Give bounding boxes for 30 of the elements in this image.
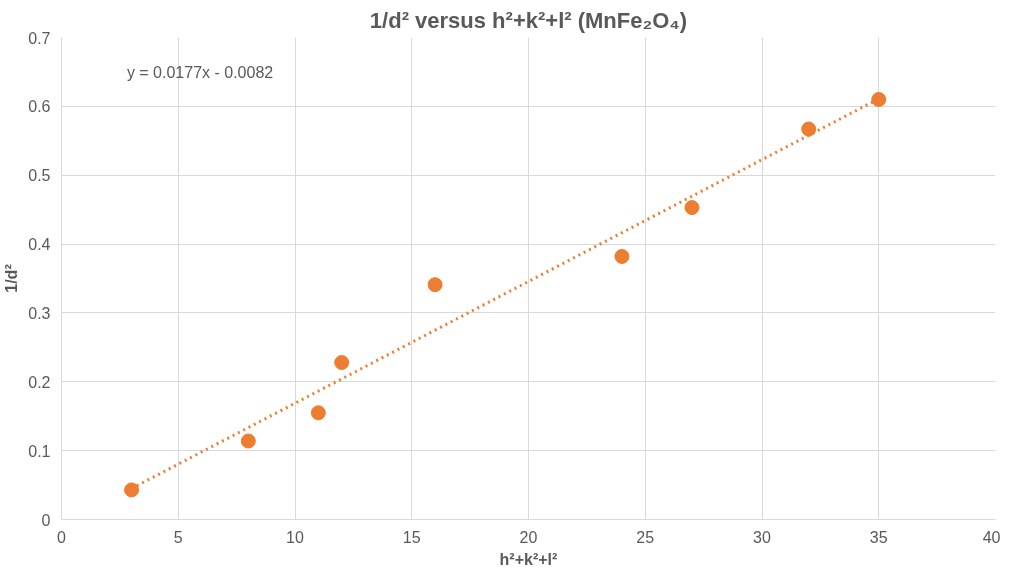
y-tick-label: 0.6 (28, 98, 51, 116)
point (124, 482, 140, 498)
y-tick-label: 0.1 (28, 442, 51, 460)
point (801, 121, 817, 137)
point (427, 277, 443, 293)
x-tick-label: 40 (982, 528, 1001, 546)
x-tick-label: 30 (753, 528, 771, 546)
x-axis-title: h²+k²+l² (499, 550, 558, 568)
x-tick-label: 15 (402, 528, 421, 546)
x-tick-label: 5 (173, 528, 183, 546)
point (614, 248, 630, 264)
y-axis-title: 1/d² (3, 264, 21, 293)
y-tick-label: 0.4 (28, 236, 51, 254)
point (240, 433, 256, 449)
annotation: y = 0.0177x - 0.0082 (126, 63, 274, 81)
y-tick-label: 0 (41, 511, 51, 529)
x-tick-label: 35 (869, 528, 888, 546)
y-tick-label: 0.5 (28, 167, 51, 185)
x-tick-label: 10 (286, 528, 304, 546)
point (871, 91, 887, 107)
point (684, 200, 700, 216)
x-tick-label: 0 (57, 528, 67, 546)
x-tick-label: 25 (636, 528, 655, 546)
x-tick-label: 20 (519, 528, 538, 546)
y-tick-label: 0.3 (28, 304, 51, 322)
chart-title: 1/d² versus h²+k²+l² (MnFe₂O₄) (369, 7, 688, 33)
point (334, 355, 350, 370)
point (310, 405, 326, 421)
y-tick-label: 0.7 (28, 29, 51, 47)
y-tick-label: 0.2 (28, 373, 51, 391)
